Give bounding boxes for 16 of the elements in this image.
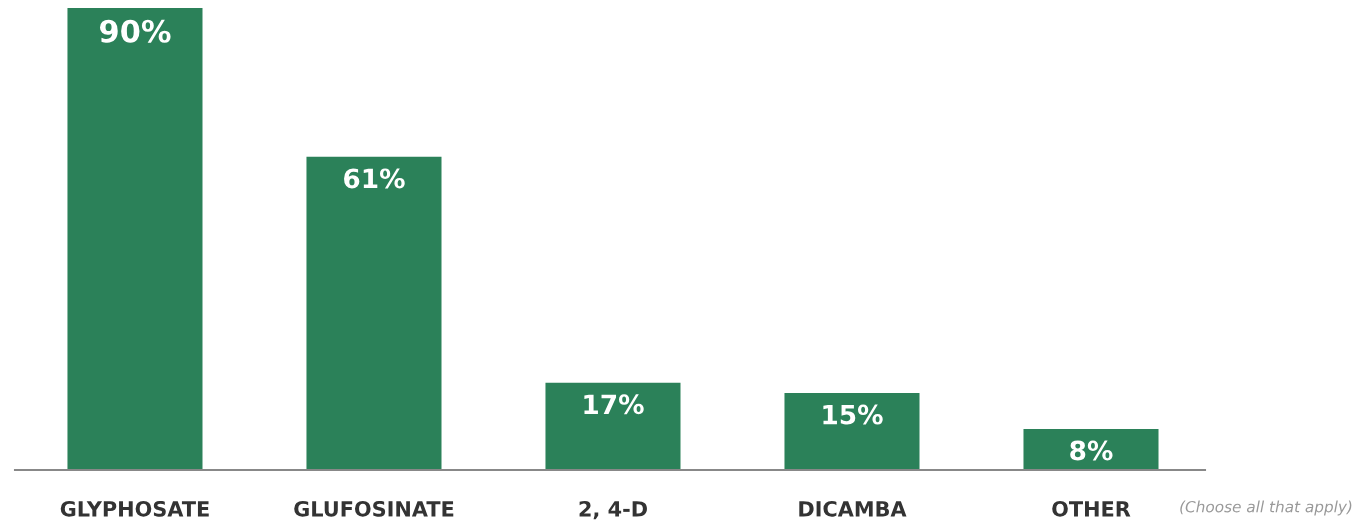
x-tick-label: GLYPHOSATE	[60, 500, 209, 517]
data-label: 61%	[344, 168, 405, 189]
x-tick-label: 2, 4-D	[579, 500, 647, 520]
data-label: 90%	[99, 19, 171, 43]
bar	[784, 393, 920, 470]
data-label: 15%	[823, 404, 883, 425]
data-label: 8%	[1070, 440, 1113, 461]
x-tick-label: OTHER	[1052, 500, 1131, 517]
text: (Choose all that apply)	[1180, 500, 1352, 516]
bar	[67, 8, 203, 470]
bar	[306, 156, 442, 470]
data-label: 17%	[584, 394, 644, 415]
x-tick-label: DICAMBA	[799, 500, 907, 517]
x-tick-label: GLUFOSINATE	[294, 500, 454, 517]
bar	[1023, 428, 1159, 470]
bar	[545, 382, 681, 470]
